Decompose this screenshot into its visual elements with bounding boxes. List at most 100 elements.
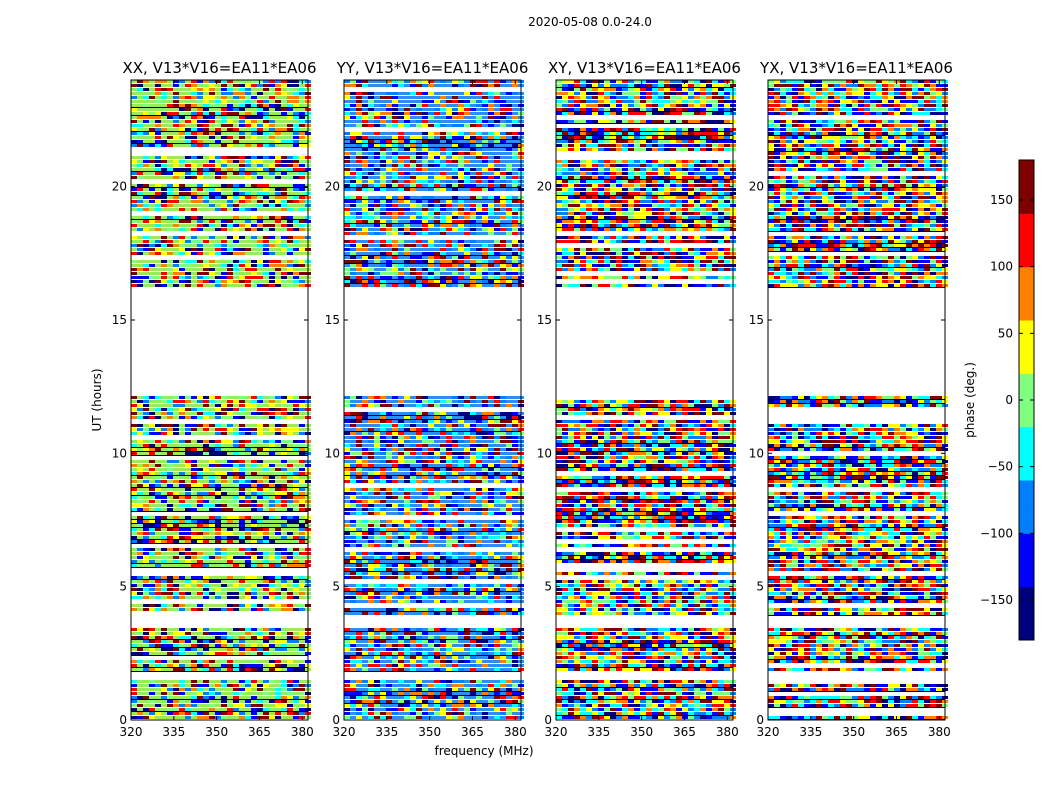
colorbar-segment	[1019, 286, 1034, 294]
colorbar-segment	[1019, 380, 1034, 388]
colorbar-segment	[1019, 313, 1034, 321]
colorbar-segment	[1019, 280, 1034, 288]
colorbar-segment	[1019, 220, 1034, 228]
colorbar-segment	[1019, 533, 1034, 541]
colorbar-segment	[1019, 633, 1034, 641]
colorbar-segment	[1019, 326, 1034, 334]
y-tick-label: 20	[749, 180, 764, 194]
colorbar-tick-label: 100	[990, 260, 1013, 274]
colorbar-segment	[1019, 320, 1034, 328]
colorbar-segment	[1019, 366, 1034, 374]
y-tick-label: 20	[537, 180, 552, 194]
colorbar-segment	[1019, 173, 1034, 181]
colorbar-tick-label: −150	[980, 593, 1013, 607]
x-tick-label: 380	[928, 725, 951, 739]
x-tick-label: 350	[630, 725, 653, 739]
colorbar-segment	[1019, 300, 1034, 308]
y-tick-label: 5	[119, 580, 127, 594]
y-tick-label: 10	[537, 446, 552, 460]
colorbar-segment	[1019, 373, 1034, 381]
colorbar-segment	[1019, 586, 1034, 594]
x-tick-label: 335	[799, 725, 822, 739]
y-tick-label: 5	[756, 580, 764, 594]
x-tick-label: 350	[418, 725, 441, 739]
colorbar-segment	[1019, 226, 1034, 234]
y-tick-label: 10	[112, 446, 127, 460]
colorbar-segment	[1019, 400, 1034, 408]
colorbar-segment	[1019, 420, 1034, 428]
panel-title: XX, V13*V16=EA11*EA06	[122, 59, 316, 77]
colorbar-segment	[1019, 360, 1034, 368]
colorbar-segment	[1019, 620, 1034, 628]
colorbar-tick-label: 150	[990, 193, 1013, 207]
panel-frame	[130, 79, 309, 721]
panel-3: XY, V13*V16=EA11*EA06 320 335 350 365 380 0 5 10…	[537, 59, 741, 739]
y-tick-label: 15	[537, 313, 552, 327]
y-tick-label: 0	[332, 713, 340, 727]
colorbar-segment	[1019, 200, 1034, 208]
y-tick-label: 10	[325, 446, 340, 460]
colorbar-segment	[1019, 306, 1034, 314]
colorbar-segment	[1019, 253, 1034, 261]
x-tick-label: 320	[545, 725, 568, 739]
colorbar-segment	[1019, 493, 1034, 501]
colorbar-segment	[1019, 480, 1034, 488]
panel-2: YY, V13*V16=EA11*EA06 320 335 350 365 380 0 5 10…	[325, 59, 529, 739]
x-tick-label: 320	[120, 725, 143, 739]
y-tick-label: 20	[325, 180, 340, 194]
colorbar-segment	[1019, 593, 1034, 601]
colorbar-segment	[1019, 600, 1034, 608]
y-axis-label: UT (hours)	[90, 368, 104, 431]
colorbar-segment	[1019, 160, 1034, 168]
colorbar-label: phase (deg.)	[963, 362, 977, 438]
panel-frame	[343, 79, 522, 721]
y-tick-label: 0	[119, 713, 127, 727]
panel-frame	[555, 79, 734, 721]
colorbar-segment	[1019, 180, 1034, 188]
x-tick-label: 335	[587, 725, 610, 739]
colorbar-tick-label: 50	[998, 326, 1013, 340]
colorbar-segment	[1019, 413, 1034, 421]
colorbar-segment	[1019, 166, 1034, 174]
x-tick-label: 380	[716, 725, 739, 739]
y-tick-label: 0	[756, 713, 764, 727]
colorbar-segment	[1019, 193, 1034, 201]
y-tick-label: 15	[112, 313, 127, 327]
figure-title: 2020-05-08 0.0-24.0	[528, 15, 652, 29]
y-tick-label: 5	[544, 580, 552, 594]
colorbar-segment	[1019, 206, 1034, 214]
colorbar-segment	[1019, 580, 1034, 588]
colorbar-segment	[1019, 406, 1034, 414]
colorbar-segment	[1019, 486, 1034, 494]
colorbar-segment	[1019, 186, 1034, 194]
colorbar-segment	[1019, 353, 1034, 361]
x-tick-label: 335	[162, 725, 185, 739]
x-tick-label: 365	[248, 725, 271, 739]
y-tick-label: 10	[749, 446, 764, 460]
colorbar-segment	[1019, 520, 1034, 528]
x-tick-label: 335	[375, 725, 398, 739]
colorbar-segment	[1019, 560, 1034, 568]
y-tick-label: 5	[332, 580, 340, 594]
colorbar-segment	[1019, 386, 1034, 394]
colorbar-segment	[1019, 340, 1034, 348]
colorbar-tick-label: −50	[988, 460, 1013, 474]
colorbar-segment	[1019, 606, 1034, 614]
panel-4: YX, V13*V16=EA11*EA06 320 335 350 365 380 0 5 10…	[749, 59, 953, 739]
colorbar-segment	[1019, 260, 1034, 268]
colorbar-segment	[1019, 393, 1034, 401]
x-tick-label: 320	[757, 725, 780, 739]
colorbar-segment	[1019, 473, 1034, 481]
x-tick-label: 380	[504, 725, 527, 739]
x-tick-label: 320	[333, 725, 356, 739]
colorbar-tick-label: 0	[1005, 393, 1013, 407]
colorbar-segment	[1019, 613, 1034, 621]
colorbar-segment	[1019, 566, 1034, 574]
colorbar-segment	[1019, 346, 1034, 354]
colorbar-segment	[1019, 433, 1034, 441]
panels: XX, V13*V16=EA11*EA06 320 335 350 365 380 0 5 10…	[112, 59, 953, 739]
colorbar-tick-label: −100	[980, 526, 1013, 540]
colorbar-segment	[1019, 546, 1034, 554]
colorbar-segment	[1019, 213, 1034, 221]
